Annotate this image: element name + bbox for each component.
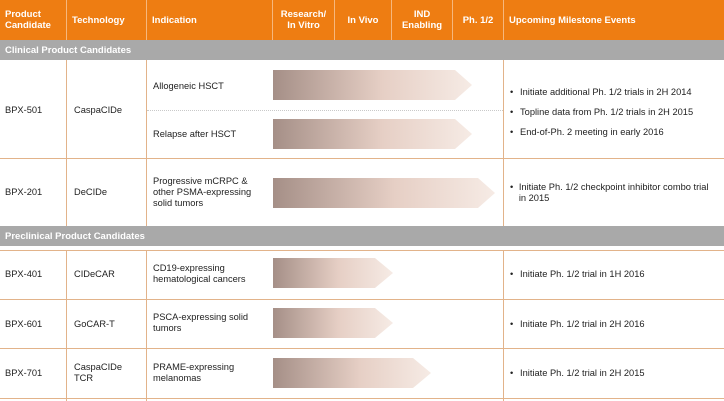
- progress-arrow-bpx-201: [273, 178, 495, 208]
- candidate-bpx-501: BPX-501: [5, 104, 43, 115]
- milestones-bpx-201: • Initiate Ph. 1/2 checkpoint inhibitor c…: [510, 182, 715, 204]
- milestone-item: • Initiate Ph. 1/2 checkpoint inhibitor c…: [510, 182, 709, 203]
- progress-arrow-bpx-701: [273, 358, 431, 388]
- progress-arrow-bpx-401: [273, 258, 393, 288]
- header-ph-1-2: Ph. 1/2: [453, 0, 504, 40]
- milestone-item: • Initiate additional Ph. 1/2 trials in 2…: [510, 87, 692, 97]
- header-technology: Technology: [67, 0, 147, 40]
- candidate-bpx-701: BPX-701: [5, 367, 43, 378]
- technology-gocar-t: GoCAR-T: [74, 318, 115, 329]
- row-divider: [0, 348, 724, 349]
- indication-relapse-after-hsct: Relapse after HSCT: [153, 128, 237, 139]
- row-divider: [0, 250, 724, 251]
- column-divider: [146, 250, 147, 401]
- technology-decide: DeCIDe: [74, 186, 108, 197]
- header-in-vivo: In Vivo: [335, 0, 392, 40]
- section-preclinical: Preclinical Product Candidates: [0, 226, 724, 246]
- candidate-bpx-401: BPX-401: [5, 268, 43, 279]
- candidate-bpx-201: BPX-201: [5, 186, 43, 197]
- indication-prame: PRAME-expressing melanomas: [153, 362, 235, 383]
- progress-arrow-bpx-501-relapse: [273, 119, 472, 149]
- column-divider: [146, 60, 147, 226]
- milestone-item: • End-of-Ph. 2 meeting in early 2016: [510, 127, 664, 137]
- technology-cidecar: CIDeCAR: [74, 268, 115, 279]
- milestones-bpx-401: • Initiate Ph. 1/2 trial in 1H 2016: [510, 269, 645, 280]
- column-divider: [503, 250, 504, 401]
- row-divider: [0, 299, 724, 300]
- header-research-in-vitro: Research/ In Vitro: [273, 0, 335, 40]
- candidate-bpx-601: BPX-601: [5, 318, 43, 329]
- column-divider: [503, 60, 504, 226]
- progress-arrow-bpx-501-allogeneic: [273, 70, 472, 100]
- milestones-bpx-601: • Initiate Ph. 1/2 trial in 2H 2016: [510, 319, 645, 330]
- indication-cd19: CD19-expressing hematological cancers: [153, 263, 246, 284]
- milestones-bpx-501: • Initiate additional Ph. 1/2 trials in 2…: [510, 87, 693, 147]
- technology-caspacide-tcr: CaspaCIDe TCR: [74, 362, 123, 383]
- indication-psca: PSCA-expressing solid tumors: [153, 312, 249, 333]
- indication-allogeneic-hsct: Allogeneic HSCT: [153, 80, 224, 91]
- row-divider: [0, 158, 724, 159]
- row-divider: [0, 398, 724, 399]
- row-divider-dotted: [147, 110, 503, 111]
- milestone-item: • Initiate Ph. 1/2 trial in 2H 2015: [510, 368, 645, 378]
- section-clinical: Clinical Product Candidates: [0, 40, 724, 60]
- header-ind-enabling: IND Enabling: [392, 0, 453, 40]
- header-product-candidate: Product Candidate: [0, 0, 67, 40]
- indication-progressive-mcrpc: Progressive mCRPC & other PSMA-expressin…: [153, 175, 252, 208]
- column-divider: [66, 250, 67, 401]
- column-divider: [66, 60, 67, 226]
- milestone-item: • Topline data from Ph. 1/2 trials in 2H …: [510, 107, 694, 117]
- milestone-item: • Initiate Ph. 1/2 trial in 2H 2016: [510, 319, 645, 329]
- milestone-item: • Initiate Ph. 1/2 trial in 1H 2016: [510, 269, 645, 279]
- header-indication: Indication: [147, 0, 273, 40]
- header-milestones: Upcoming Milestone Events: [504, 0, 724, 40]
- technology-caspacide: CaspaCIDe: [74, 104, 123, 115]
- progress-arrow-bpx-601: [273, 308, 393, 338]
- milestones-bpx-701: • Initiate Ph. 1/2 trial in 2H 2015: [510, 368, 645, 379]
